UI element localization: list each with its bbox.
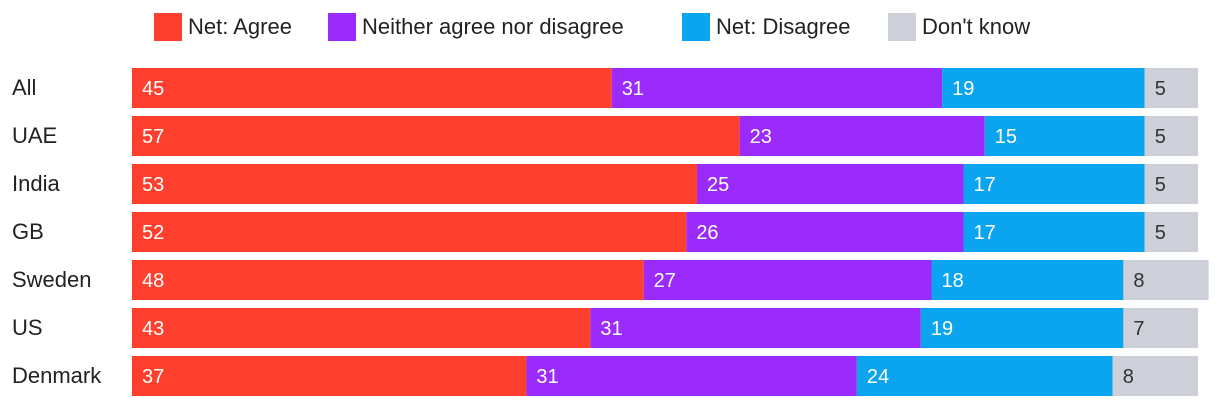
bar-denmark-net-agree — [132, 356, 527, 396]
value-label-uae-neither-agree-nor-disagree: 23 — [750, 126, 772, 148]
value-label-us-net-agree: 43 — [142, 318, 164, 340]
value-label-uae-net-disagree: 15 — [995, 126, 1017, 148]
legend-swatch-don-t-know — [888, 13, 916, 41]
legend-swatch-net-agree — [154, 13, 182, 41]
value-label-denmark-neither-agree-nor-disagree: 31 — [536, 366, 558, 388]
category-label-all: All — [12, 75, 36, 100]
bar-denmark-neither-agree-nor-disagree — [526, 356, 857, 396]
value-label-all-neither-agree-nor-disagree: 31 — [622, 78, 644, 100]
value-label-gb-net-disagree: 17 — [973, 222, 995, 244]
value-label-us-net-disagree: 19 — [931, 318, 953, 340]
value-label-sweden-net-agree: 48 — [142, 270, 164, 292]
bar-us-neither-agree-nor-disagree — [590, 308, 921, 348]
category-label-sweden: Sweden — [12, 267, 92, 292]
category-axis: All UAE India GB Sweden US Denmark — [12, 75, 102, 388]
bar-uae-net-disagree — [984, 116, 1145, 156]
legend-swatch-neither-agree-nor-disagree — [328, 13, 356, 41]
bar-gb-don-t-know — [1144, 212, 1198, 252]
bar-us-net-agree — [132, 308, 591, 348]
bar-all-net-disagree — [942, 68, 1145, 108]
bar-sweden-net-disagree — [931, 260, 1124, 300]
bar-all-net-agree — [132, 68, 612, 108]
value-label-india-don-t-know: 5 — [1155, 174, 1166, 196]
bar-sweden-neither-agree-nor-disagree — [643, 260, 932, 300]
value-label-uae-don-t-know: 5 — [1155, 126, 1166, 148]
legend-swatch-net-disagree — [682, 13, 710, 41]
plot-area: 45 31 19 5 57 23 15 5 53 25 17 5 52 26 17 5 48 27 18 8 43 31 1… — [132, 68, 1209, 396]
value-label-uae-net-agree: 57 — [142, 126, 164, 148]
value-label-gb-net-agree: 52 — [142, 222, 164, 244]
bar-us-net-disagree — [920, 308, 1124, 348]
bar-sweden-don-t-know — [1123, 260, 1209, 300]
bar-india-net-disagree — [963, 164, 1145, 204]
bar-gb-neither-agree-nor-disagree — [686, 212, 964, 252]
category-label-gb: GB — [12, 219, 44, 244]
category-label-india: India — [12, 171, 60, 196]
value-label-india-net-agree: 53 — [142, 174, 164, 196]
legend-label-net-disagree: Net: Disagree — [716, 14, 851, 39]
category-label-us: US — [12, 315, 43, 340]
legend-label-net-agree: Net: Agree — [188, 14, 292, 39]
value-label-denmark-net-disagree: 24 — [867, 366, 889, 388]
category-label-uae: UAE — [12, 123, 57, 148]
legend: Net: Agree Neither agree nor disagree Net:… — [154, 13, 1030, 41]
value-label-us-don-t-know: 7 — [1133, 318, 1144, 340]
category-label-denmark: Denmark — [12, 363, 102, 388]
bar-denmark-net-disagree — [856, 356, 1113, 396]
bar-all-don-t-know — [1144, 68, 1198, 108]
legend-label-neither-agree-nor-disagree: Neither agree nor disagree — [362, 14, 624, 39]
bar-gb-net-disagree — [963, 212, 1145, 252]
bar-uae-net-agree — [132, 116, 740, 156]
value-label-denmark-net-agree: 37 — [142, 366, 164, 388]
bar-gb-net-agree — [132, 212, 687, 252]
bar-india-don-t-know — [1144, 164, 1198, 204]
value-label-all-net-agree: 45 — [142, 78, 164, 100]
value-label-us-neither-agree-nor-disagree: 31 — [600, 318, 622, 340]
value-label-gb-neither-agree-nor-disagree: 26 — [696, 222, 718, 244]
value-label-sweden-net-disagree: 18 — [942, 270, 964, 292]
value-label-india-net-disagree: 17 — [973, 174, 995, 196]
bar-all-neither-agree-nor-disagree — [611, 68, 943, 108]
bar-india-net-agree — [132, 164, 697, 204]
value-label-denmark-don-t-know: 8 — [1123, 366, 1134, 388]
value-label-sweden-neither-agree-nor-disagree: 27 — [654, 270, 676, 292]
bar-uae-don-t-know — [1144, 116, 1198, 156]
bar-sweden-net-agree — [132, 260, 644, 300]
value-label-all-net-disagree: 19 — [952, 78, 974, 100]
bar-india-neither-agree-nor-disagree — [696, 164, 964, 204]
legend-label-don-t-know: Don't know — [922, 14, 1030, 39]
value-label-india-neither-agree-nor-disagree: 25 — [707, 174, 729, 196]
bar-denmark-don-t-know — [1112, 356, 1198, 396]
value-label-gb-don-t-know: 5 — [1155, 222, 1166, 244]
value-label-all-don-t-know: 5 — [1155, 78, 1166, 100]
bar-uae-neither-agree-nor-disagree — [739, 116, 985, 156]
bar-us-don-t-know — [1123, 308, 1198, 348]
value-label-sweden-don-t-know: 8 — [1133, 270, 1144, 292]
